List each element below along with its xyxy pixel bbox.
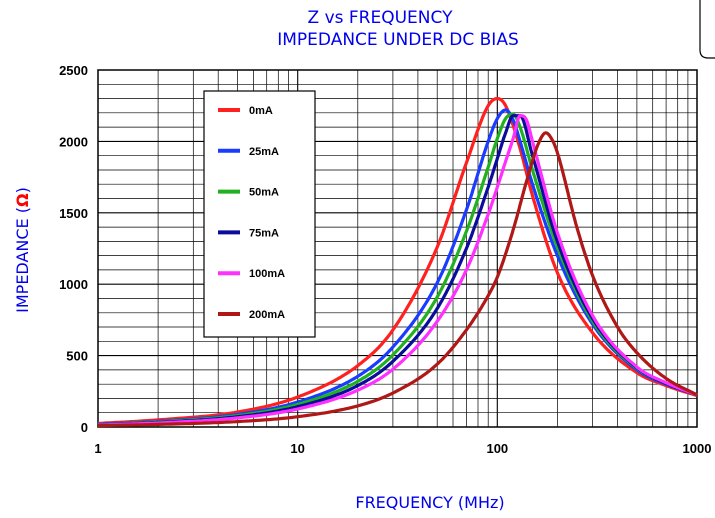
legend-label-100mA: 100mA xyxy=(249,268,285,280)
y-axis-title-text: IMPEDANCE ( xyxy=(13,207,32,313)
legend-label-200mA: 200mA xyxy=(249,309,285,321)
legend-label-50mA: 50mA xyxy=(249,187,279,199)
y-tick-label: 2000 xyxy=(59,134,88,149)
y-tick-label: 2500 xyxy=(59,63,88,78)
legend-box xyxy=(203,90,316,338)
legend-label-25mA: 25mA xyxy=(249,146,279,158)
axis-tick-labels: 1 10 100 1000 0 500 1000 1500 2000 2500 xyxy=(59,63,711,456)
corner-frame-decoration xyxy=(699,0,715,59)
series-line-100mA xyxy=(97,114,698,427)
y-tick-label: 1000 xyxy=(59,277,88,292)
data-series xyxy=(97,97,698,428)
y-axis-title-close: ) xyxy=(13,187,32,193)
legend: 0mA 25mA 50mA 75mA 100mA 200mA xyxy=(203,90,316,338)
plot-area-frame xyxy=(97,69,698,428)
y-tick-label: 1500 xyxy=(59,206,88,221)
legend-label-0mA: 0mA xyxy=(249,105,273,117)
x-axis-title: FREQUENCY (MHz) xyxy=(355,493,504,512)
x-tick-label: 1 xyxy=(94,441,101,456)
chart-title: Z vs FREQUENCY xyxy=(308,8,454,28)
y-tick-label: 500 xyxy=(66,349,88,364)
x-tick-label: 100 xyxy=(486,441,508,456)
y-tick-label: 0 xyxy=(81,420,88,435)
x-tick-label: 10 xyxy=(290,441,304,456)
chart-subtitle: IMPEDANCE UNDER DC BIAS xyxy=(277,30,519,50)
series-line-0mA xyxy=(97,97,698,425)
x-tick-label: 1000 xyxy=(683,441,712,456)
legend-label-75mA: 75mA xyxy=(249,227,279,239)
y-axis-title: IMPEDANCE (Ω) xyxy=(13,187,32,313)
series-line-200mA xyxy=(97,131,698,428)
ohm-symbol: Ω xyxy=(13,193,32,207)
